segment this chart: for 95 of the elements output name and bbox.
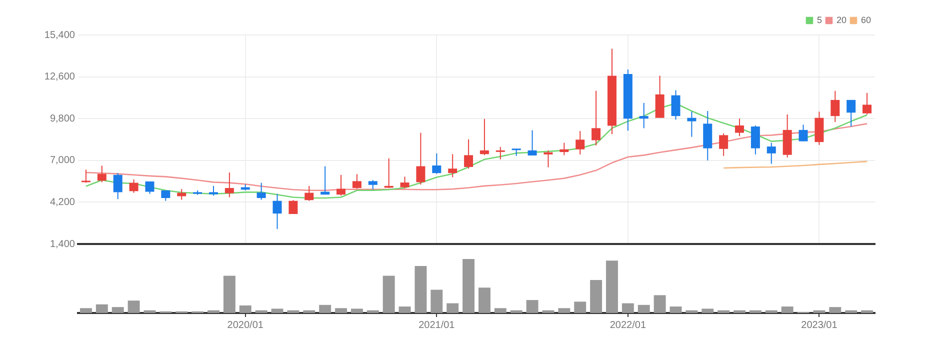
candlestick: [304, 185, 314, 202]
bar: [255, 310, 268, 313]
bar: [430, 290, 443, 313]
bar: [574, 302, 586, 313]
y-tick-label: 7,000: [50, 155, 76, 166]
bar: [208, 310, 220, 313]
bar: [96, 304, 108, 313]
candlestick: [528, 130, 537, 156]
bar: [335, 308, 347, 313]
bar: [734, 310, 746, 313]
bar: [622, 303, 634, 313]
bar: [350, 308, 363, 313]
candlestick: [798, 124, 808, 142]
candlestick: [368, 180, 378, 190]
bar: [861, 310, 874, 313]
bar: [606, 260, 618, 313]
candlestick: [208, 185, 218, 196]
candlestick: [352, 174, 362, 190]
bar: [366, 310, 379, 313]
bar: [319, 304, 332, 313]
candlestick: [766, 142, 776, 164]
bar: [271, 308, 284, 313]
candlestick: [735, 118, 744, 137]
bar: [462, 259, 475, 313]
candlestick: [224, 172, 234, 198]
candlestick: [81, 169, 90, 184]
bar: [398, 306, 411, 313]
y-tick-label: 4,200: [50, 196, 76, 208]
candlestick: [496, 146, 505, 160]
y-tick-label: 12,600: [44, 72, 76, 83]
candlestick: [97, 165, 106, 183]
candlestick: [416, 132, 426, 186]
bar: [494, 308, 506, 313]
bar: [558, 308, 570, 313]
candlestick: [448, 154, 458, 178]
x-tick-label: 2020/01: [227, 320, 264, 331]
x-tick-label: 2023/01: [801, 320, 838, 331]
candlestick: [750, 124, 760, 155]
bar: [128, 300, 140, 313]
legend-label: 20: [836, 14, 846, 25]
bar: [654, 295, 666, 313]
bar: [510, 310, 522, 313]
bar: [303, 310, 316, 313]
bar: [765, 310, 778, 313]
candlestick: [464, 138, 474, 170]
legend-label: 5: [816, 14, 822, 25]
candlestick: [846, 99, 856, 128]
candlestick: [400, 176, 410, 189]
candlestick: [288, 200, 298, 214]
candlestick: [576, 130, 585, 155]
x-tick-label: 2022/01: [610, 320, 646, 331]
bar: [718, 310, 730, 313]
bar: [829, 307, 842, 313]
legend-label: 60: [860, 14, 872, 25]
bar: [80, 308, 92, 313]
candlestick: [432, 152, 442, 174]
bar: [287, 310, 300, 313]
bar: [382, 276, 395, 313]
candlestick: [671, 90, 680, 120]
bar: [845, 310, 858, 313]
candlestick: [862, 92, 872, 115]
bar: [749, 310, 762, 313]
candlestick: [272, 193, 282, 230]
candlestick: [687, 111, 696, 138]
bar: [590, 280, 602, 313]
candlestick: [256, 182, 266, 200]
candlestick: [145, 180, 154, 194]
candlestick: [719, 132, 728, 156]
candlestick: [113, 172, 122, 200]
candlestick: [639, 102, 648, 129]
bar: [478, 288, 490, 313]
bar: [223, 276, 236, 313]
bar: [526, 300, 538, 313]
candlestick: [592, 90, 601, 146]
bar: [781, 306, 794, 313]
bar: [686, 310, 698, 313]
bar: [239, 305, 252, 313]
candlestick: [560, 142, 569, 156]
y-tick-label: 15,400: [44, 30, 76, 41]
bar: [446, 303, 459, 313]
x-tick-label: 2021/01: [418, 320, 456, 331]
bar: [670, 306, 682, 313]
candlestick: [830, 90, 840, 123]
y-tick-label: 9,800: [50, 113, 76, 124]
bar: [638, 304, 650, 313]
candlestick: [655, 75, 664, 118]
candlestick: [544, 150, 553, 168]
bar: [112, 307, 124, 313]
y-tick-label: 1,400: [50, 238, 76, 250]
candlestick: [336, 174, 346, 196]
bar: [414, 266, 427, 313]
bar: [702, 308, 714, 313]
candlestick: [480, 118, 489, 156]
candlestick: [129, 178, 138, 194]
bar: [813, 310, 826, 313]
